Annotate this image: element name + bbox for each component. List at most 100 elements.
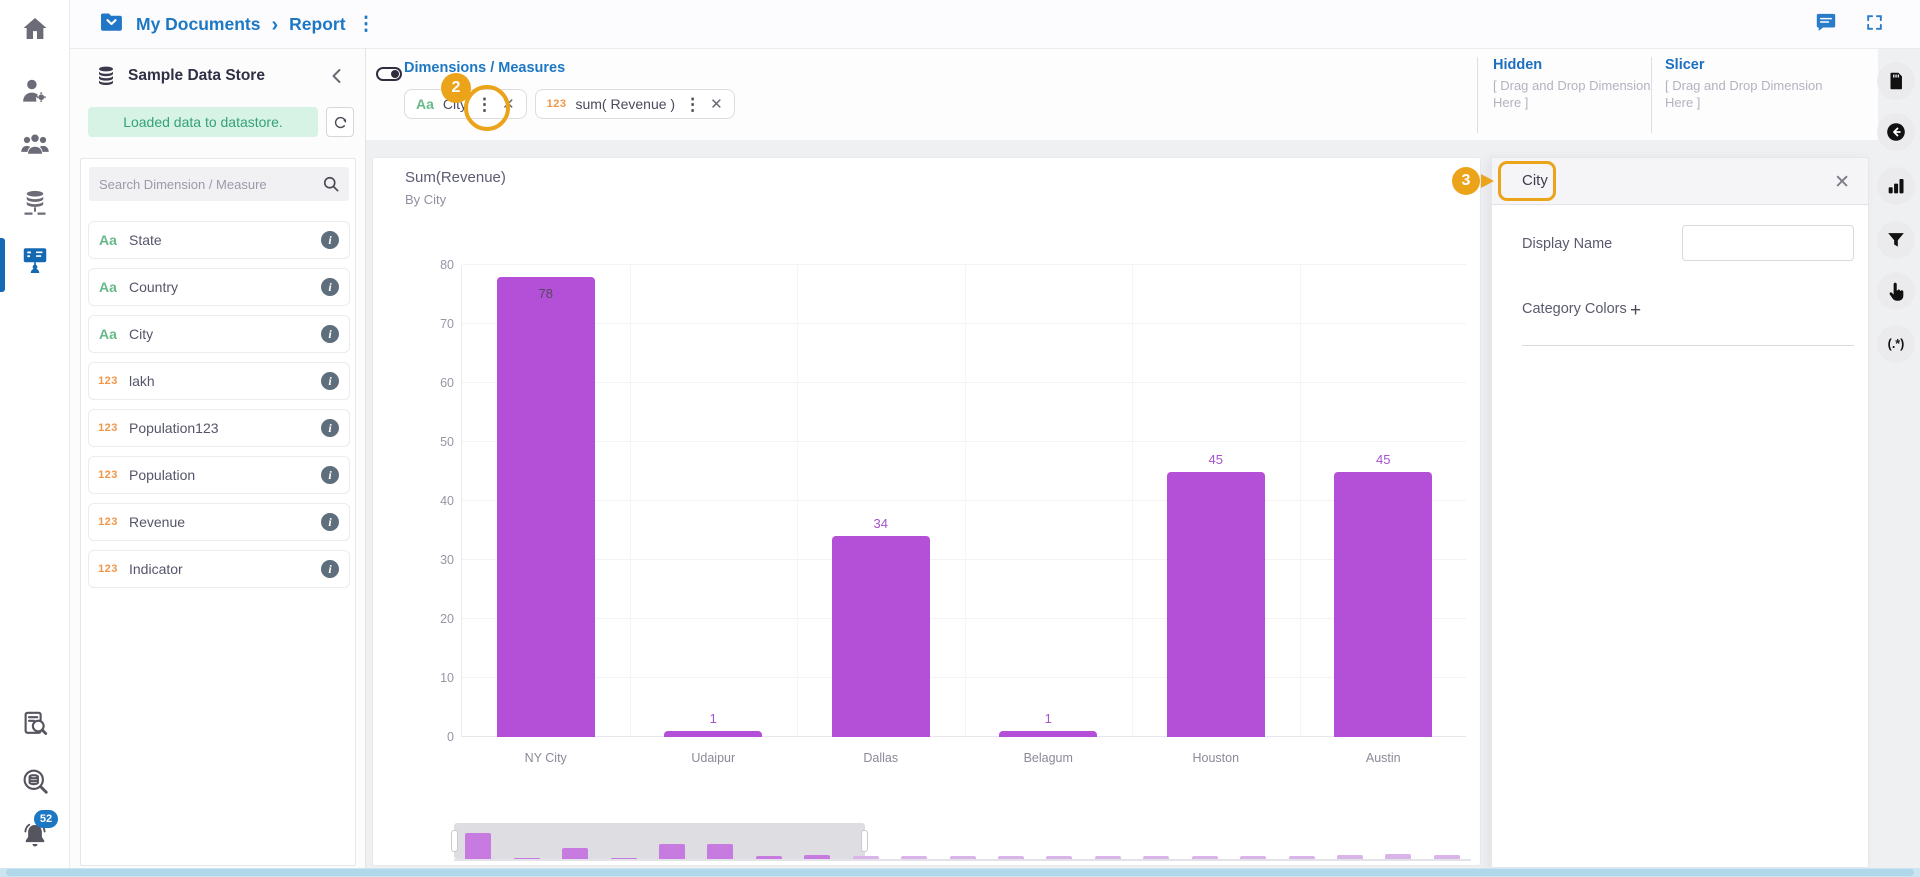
gridline xyxy=(797,265,798,737)
navigator-mini-bar xyxy=(465,833,492,859)
info-icon[interactable] xyxy=(321,372,339,390)
annotation-arrow xyxy=(1481,174,1494,188)
y-axis-tick-label: 50 xyxy=(440,435,454,449)
navigator-resize-handle[interactable] xyxy=(451,830,458,852)
bar-value-label: 45 xyxy=(1208,451,1223,467)
info-icon[interactable] xyxy=(321,231,339,249)
navigator-mini-bar xyxy=(1191,855,1218,859)
info-icon[interactable] xyxy=(321,560,339,578)
hidden-title: Hidden xyxy=(1493,57,1543,73)
horizontal-scrollbar[interactable] xyxy=(0,868,1920,877)
close-panel-icon[interactable] xyxy=(1834,171,1850,194)
tool-chart-button[interactable] xyxy=(1877,167,1915,205)
remove-chip-icon[interactable] xyxy=(710,97,723,112)
slicer-dropzone[interactable]: Slicer [ Drag and Drop Dimension Here ] xyxy=(1665,57,1825,111)
nav-datastore-search-button[interactable] xyxy=(15,763,55,803)
search-icon[interactable] xyxy=(321,174,341,194)
gridline xyxy=(964,265,966,737)
tool-pointer-button[interactable] xyxy=(1877,272,1915,310)
x-axis-category-label: NY City xyxy=(524,751,567,765)
measure-type-icon: 123 xyxy=(546,98,567,110)
y-axis-tick-label: 80 xyxy=(440,258,454,272)
toggle-switch[interactable] xyxy=(376,67,402,81)
navigator-mini-bar xyxy=(1046,855,1073,859)
nav-report-button[interactable] xyxy=(15,241,55,281)
field-label: Country xyxy=(129,279,179,295)
bar-dallas[interactable] xyxy=(831,536,930,737)
search-input[interactable] xyxy=(99,167,309,201)
navigator-mini-bar xyxy=(901,855,928,859)
navigator-mini-bar xyxy=(1336,855,1363,859)
breadcrumb-my-documents[interactable]: My Documents xyxy=(136,14,261,34)
chip-sum-revenue[interactable]: 123 sum( Revenue ) xyxy=(534,89,735,119)
divider xyxy=(1522,345,1854,346)
y-axis-tick-label: 70 xyxy=(440,317,454,331)
field-item-population[interactable]: 123 Population xyxy=(88,456,350,494)
bar-chart-plot[interactable]: 0 10 20 30 40 50 60 70 80 78 NY City 1 Udaipur 34 Dall… xyxy=(440,258,1466,765)
left-nav-rail: 52 xyxy=(0,0,70,877)
add-category-color-button[interactable]: + xyxy=(1630,300,1642,321)
navigator-mini-bar xyxy=(562,847,589,859)
field-item-state[interactable]: Aa State xyxy=(88,221,350,259)
field-item-lakh[interactable]: 123 lakh xyxy=(88,362,350,400)
navigator-mini-bar xyxy=(1433,855,1460,859)
field-item-revenue[interactable]: 123 Revenue xyxy=(88,503,350,541)
notification-count-badge: 52 xyxy=(34,810,58,828)
info-icon[interactable] xyxy=(321,325,339,343)
dimension-type-icon: Aa xyxy=(99,232,117,248)
tool-regex-button[interactable]: (.*) xyxy=(1877,325,1915,363)
chart-scroll-navigator[interactable] xyxy=(451,823,1471,861)
report-menu-icon[interactable] xyxy=(357,13,376,36)
hidden-dropzone[interactable]: Hidden [ Drag and Drop Dimension Here ] xyxy=(1493,57,1653,111)
properties-panel-title: City xyxy=(1522,172,1548,189)
tool-save-button[interactable] xyxy=(1877,62,1915,100)
measure-type-icon: 123 xyxy=(98,516,118,528)
toolbar-divider xyxy=(1651,57,1652,133)
breadcrumb-report[interactable]: Report xyxy=(289,14,346,34)
bar-houston[interactable] xyxy=(1166,471,1265,737)
nav-user-settings-button[interactable] xyxy=(15,73,55,113)
navigator-mini-bar xyxy=(658,844,685,859)
chip-kebab-menu-icon[interactable] xyxy=(684,96,701,113)
chip-label: sum( Revenue ) xyxy=(575,96,676,112)
y-axis-tick-label: 30 xyxy=(440,553,454,567)
field-item-population123[interactable]: 123 Population123 xyxy=(88,409,350,447)
scrollbar-thumb[interactable] xyxy=(6,869,1914,876)
info-icon[interactable] xyxy=(321,419,339,437)
chevron-right-icon: › xyxy=(271,13,279,36)
bar-belagum[interactable] xyxy=(999,731,1098,737)
pointer-icon xyxy=(1885,280,1907,302)
x-axis-category-label: Austin xyxy=(1365,751,1401,765)
tool-filter-button[interactable] xyxy=(1877,221,1915,259)
navigator-mini-bar xyxy=(707,844,734,859)
info-icon[interactable] xyxy=(321,466,339,484)
nav-audit-search-button[interactable] xyxy=(15,706,55,746)
nav-user-groups-button[interactable] xyxy=(15,127,55,167)
navigator-mini-bar xyxy=(1288,856,1315,859)
datastore-title: Sample Data Store xyxy=(128,67,265,84)
info-icon[interactable] xyxy=(321,278,339,296)
display-name-input[interactable] xyxy=(1682,225,1854,261)
tool-back-button[interactable] xyxy=(1877,113,1915,151)
measure-type-icon: 123 xyxy=(98,422,118,434)
bar-austin[interactable] xyxy=(1334,471,1433,737)
gridline xyxy=(462,382,1466,383)
field-item-indicator[interactable]: 123 Indicator xyxy=(88,550,350,588)
folder-icon[interactable] xyxy=(98,10,125,39)
breadcrumb: My Documents › Report xyxy=(98,0,376,49)
bar-ny-city[interactable] xyxy=(496,276,595,737)
fullscreen-icon[interactable] xyxy=(1865,13,1884,37)
home-icon xyxy=(20,14,50,49)
comment-icon[interactable] xyxy=(1813,11,1839,39)
refresh-datastore-button[interactable] xyxy=(326,107,354,137)
bar-udaipur[interactable] xyxy=(664,731,763,737)
datastore-panel-header: Sample Data Store xyxy=(70,49,365,105)
field-item-city[interactable]: Aa City xyxy=(88,315,350,353)
collapse-panel-icon[interactable] xyxy=(325,64,349,88)
nav-home-button[interactable] xyxy=(15,11,55,51)
field-item-country[interactable]: Aa Country xyxy=(88,268,350,306)
info-icon[interactable] xyxy=(321,513,339,531)
navigator-resize-handle[interactable] xyxy=(860,830,868,852)
nav-datastore-button[interactable] xyxy=(15,185,55,225)
